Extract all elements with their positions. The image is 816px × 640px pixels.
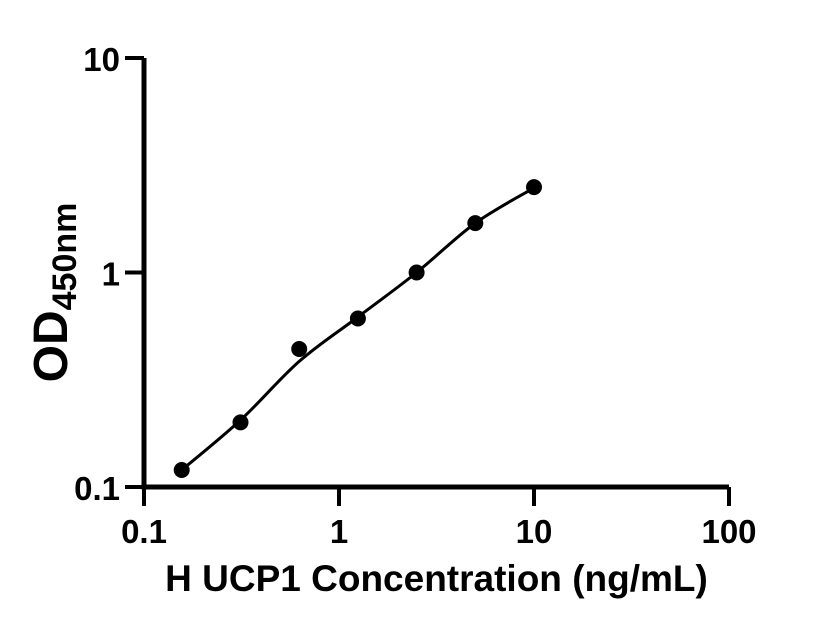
y-tick-label: 10 [83,41,120,78]
y-axis-title-subscript: 450nm [46,203,84,311]
x-tick-label: 10 [516,513,553,550]
y-axis-title-main: OD [25,310,78,382]
data-point [173,462,190,478]
y-tick-label: 0.1 [74,470,120,507]
x-axis-title: H UCP1 Concentration (ng/mL) [165,558,708,599]
data-point [232,414,249,431]
y-tick-label: 1 [102,256,120,293]
data-point [349,310,366,327]
data-point [408,264,425,281]
data-point [467,215,484,232]
y-axis-title: OD450nm [25,203,84,383]
x-tick-label: 100 [701,513,756,550]
x-tick-label: 0.1 [121,513,167,550]
x-tick-label: 1 [330,513,348,550]
data-point [291,341,308,357]
data-point [526,179,542,196]
